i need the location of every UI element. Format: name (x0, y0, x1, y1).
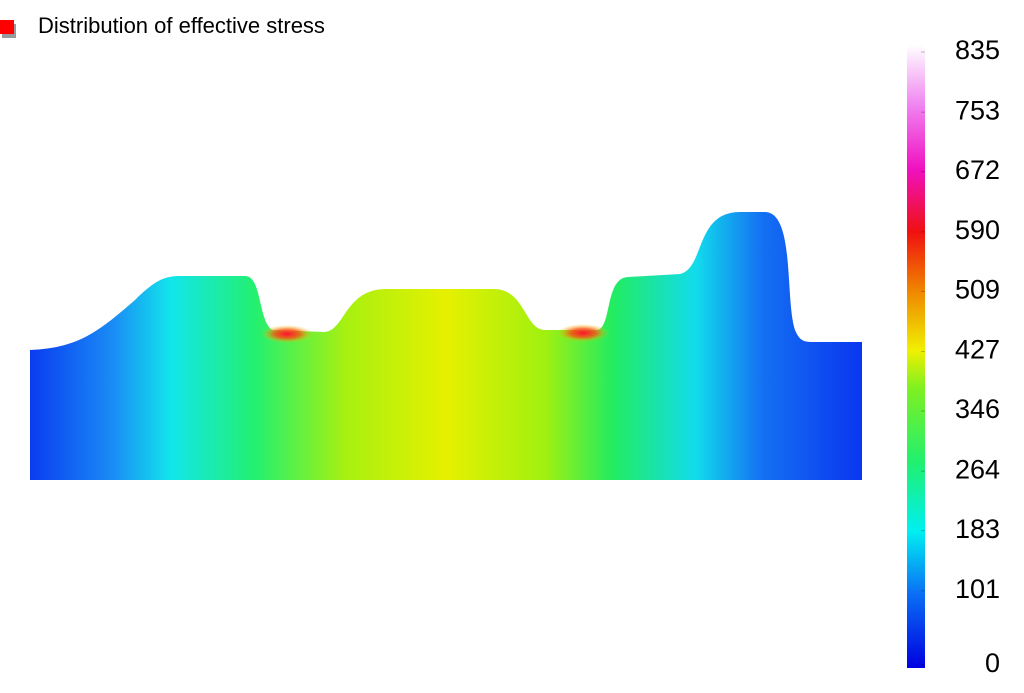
colorbar-tick-label: 183 (955, 514, 1000, 544)
colorbar (907, 45, 925, 668)
stress-hotspot (261, 325, 313, 343)
colorbar-tick-label: 0 (985, 648, 1000, 678)
stress-hotspot (557, 324, 609, 342)
legend-label: Distribution of effective stress (38, 13, 325, 38)
colorbar-tick-label: 101 (955, 574, 1000, 604)
colorbar-tick-label: 753 (955, 95, 1000, 125)
colorbar-tick-label: 835 (955, 35, 1000, 65)
colorbar-tick-label: 672 (955, 155, 1000, 185)
part-profile (30, 212, 862, 480)
colorbar-tick-label: 346 (955, 394, 1000, 424)
colorbar-tick-label: 509 (955, 274, 1000, 304)
colorbar-tick-label: 590 (955, 215, 1000, 245)
legend-swatch (0, 20, 14, 34)
colorbar-tick-label: 264 (955, 454, 1000, 484)
colorbar-tick-label: 427 (955, 335, 1000, 365)
